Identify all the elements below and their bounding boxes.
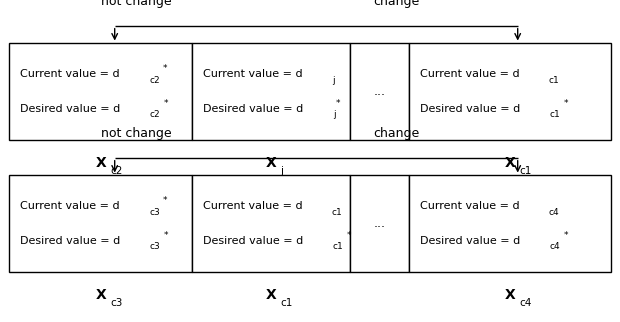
Text: *: * (162, 64, 167, 73)
Text: *: * (347, 231, 351, 240)
Text: c3: c3 (110, 298, 123, 308)
Bar (409, 43, 611, 140)
Bar (409, 175, 611, 272)
Text: X: X (504, 288, 515, 302)
Text: c3: c3 (150, 242, 161, 251)
Text: not change: not change (101, 0, 172, 8)
Text: c2: c2 (149, 76, 159, 85)
Text: X: X (95, 288, 107, 302)
Bar (9, 43, 192, 140)
Text: ...: ... (374, 217, 386, 230)
Text: *: * (564, 231, 568, 240)
Text: c1: c1 (280, 298, 293, 308)
Text: X: X (265, 288, 277, 302)
Text: Current value = d: Current value = d (420, 201, 520, 212)
Text: c1: c1 (519, 166, 531, 176)
Bar (192, 43, 350, 140)
Text: change: change (374, 0, 420, 8)
Text: c1: c1 (550, 110, 560, 119)
Text: c2: c2 (110, 166, 123, 176)
Text: change: change (374, 127, 420, 140)
Text: ...: ... (374, 85, 386, 98)
Text: c1: c1 (332, 208, 343, 217)
Text: Desired value = d: Desired value = d (20, 236, 121, 246)
Bar (192, 175, 350, 272)
Text: *: * (164, 231, 168, 240)
Text: c1: c1 (333, 242, 343, 251)
Text: j: j (280, 166, 283, 176)
Text: X: X (265, 156, 277, 170)
Text: Desired value = d: Desired value = d (20, 104, 121, 114)
Text: c3: c3 (149, 208, 160, 217)
Text: c1: c1 (549, 76, 560, 85)
Text: *: * (164, 99, 168, 108)
Text: Desired value = d: Desired value = d (203, 236, 304, 246)
Text: X: X (95, 156, 107, 170)
Text: *: * (163, 196, 167, 205)
Text: c4: c4 (549, 208, 559, 217)
Text: c2: c2 (150, 110, 161, 119)
Text: j: j (332, 76, 335, 85)
Text: Current value = d: Current value = d (420, 69, 520, 80)
Bar (350, 43, 409, 140)
Text: not change: not change (101, 127, 172, 140)
Bar (350, 175, 409, 272)
Text: j: j (333, 110, 335, 119)
Text: X: X (504, 156, 515, 170)
Text: Desired value = d: Desired value = d (420, 104, 521, 114)
Text: Desired value = d: Desired value = d (203, 104, 304, 114)
Text: c4: c4 (519, 298, 531, 308)
Text: Current value = d: Current value = d (20, 69, 120, 80)
Text: Current value = d: Current value = d (20, 201, 120, 212)
Bar (9, 175, 192, 272)
Text: Current value = d: Current value = d (203, 69, 303, 80)
Text: *: * (336, 99, 340, 108)
Text: c4: c4 (550, 242, 560, 251)
Text: Current value = d: Current value = d (203, 201, 303, 212)
Text: Desired value = d: Desired value = d (420, 236, 521, 246)
Text: *: * (564, 99, 568, 108)
